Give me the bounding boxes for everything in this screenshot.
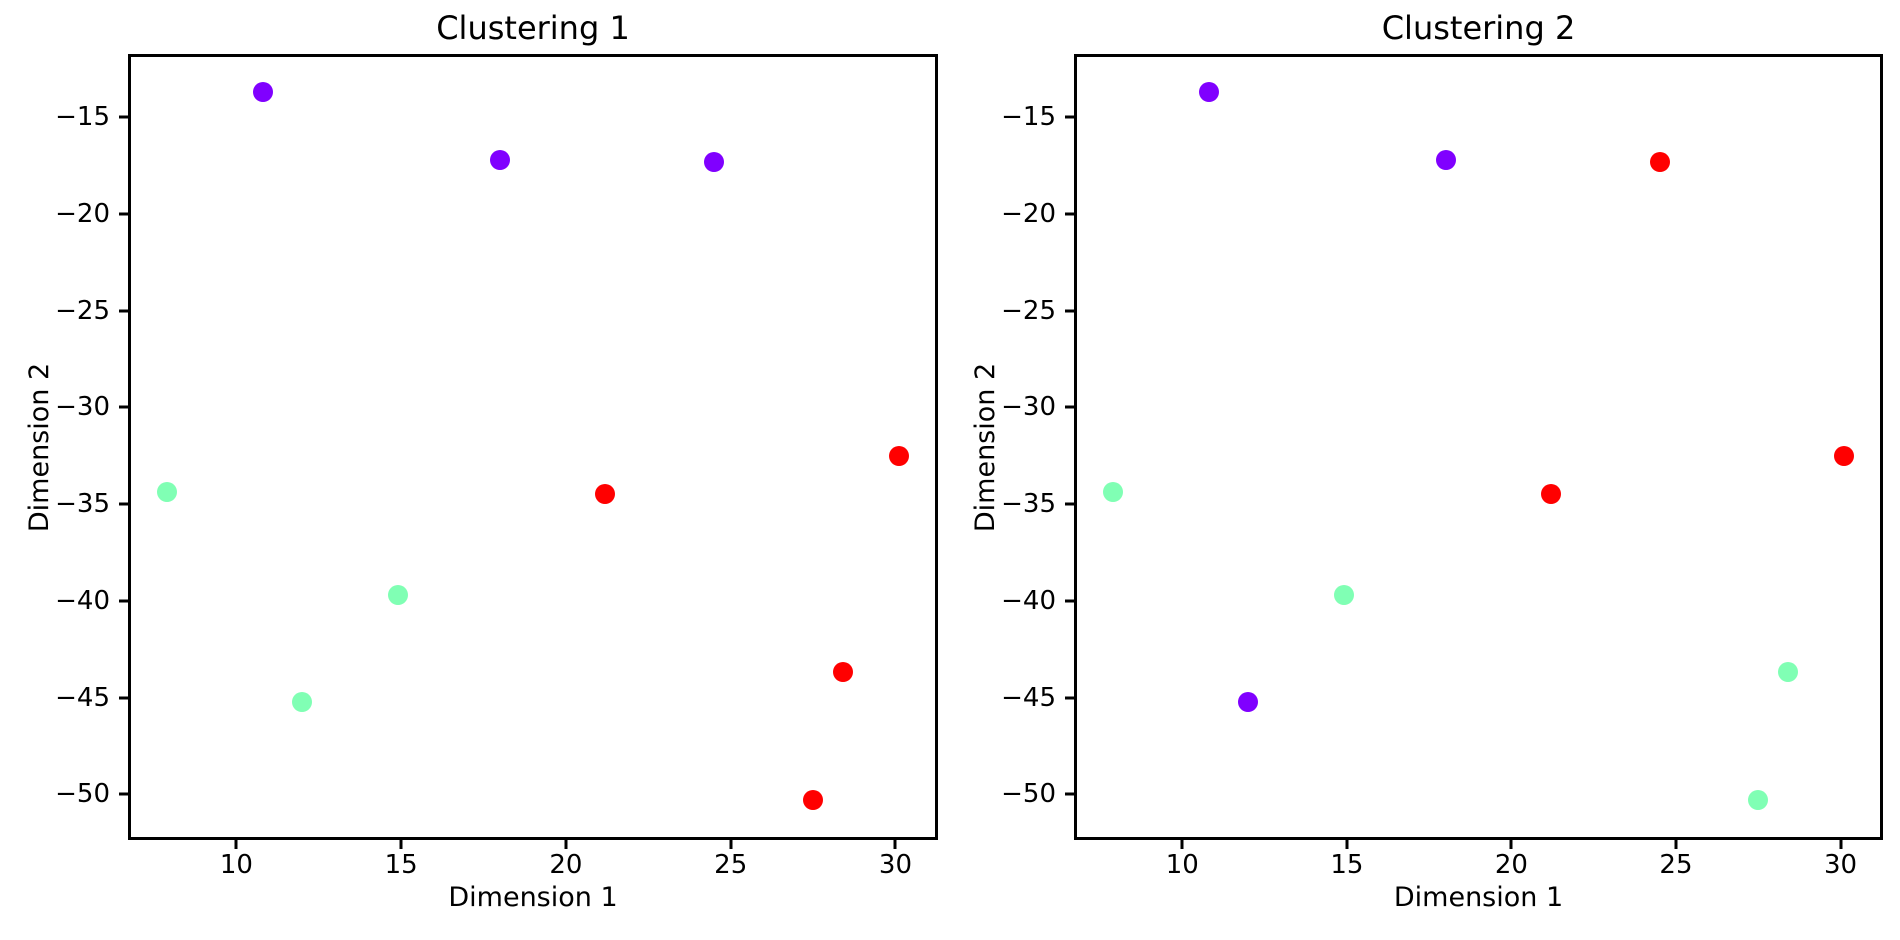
y-tick-label: −20 [55,198,110,229]
y-tick-mark [119,309,128,313]
y-tick-label: −50 [1001,779,1056,810]
y-tick-label: −30 [55,392,110,423]
x-tick-mark [1180,840,1184,849]
y-tick-label: −45 [1001,682,1056,713]
y-tick-mark [1065,792,1074,796]
scatter-point [387,585,408,606]
x-tick-label: 25 [1659,850,1693,880]
y-tick-label: −15 [1001,102,1056,132]
x-tick-label: 20 [549,850,583,880]
y-tick-mark [119,792,128,796]
x-axis-label: Dimension 1 [1393,882,1564,913]
scatter-point [1435,149,1456,170]
x-tick-label: 10 [219,850,253,880]
y-tick-label: −45 [55,682,110,713]
x-tick-mark [1509,840,1513,849]
x-tick-mark [893,840,897,849]
y-axis-label-container: Dimension 2 [24,57,56,837]
plot-area: 10 15 20 25 30 −15 −20 −25 −30 −35 −40 −45 −50 [1001,54,1883,878]
scatter-point [1833,445,1854,466]
y-axis-label: Dimension 2 [970,362,1002,532]
plot-title: Clustering 1 [436,9,630,47]
y-tick-mark [1065,599,1074,603]
scatter-point [595,484,616,505]
scatter-point [157,482,178,503]
y-tick-label: −40 [55,585,110,616]
y-tick-mark [119,405,128,409]
x-tick-label: 20 [1494,850,1528,880]
y-axis-label: Dimension 2 [24,362,56,532]
plot-title: Clustering 2 [1381,9,1576,47]
y-tick-label: −25 [1001,295,1056,326]
y-tick-mark [1065,115,1074,119]
x-tick-mark [1345,840,1349,849]
subplot-clustering-1: Clustering 1 10 15 20 25 30 −15 −20 −25 −30 −35 −4… [25,11,938,913]
scatter-point [1540,484,1561,505]
scatter-point [832,662,853,683]
scatter-point [1333,585,1354,606]
y-tick-mark [119,502,128,506]
x-tick-mark [729,840,733,849]
y-tick-label: −35 [1001,489,1056,520]
y-tick-mark [119,115,128,119]
scatter-point [1103,482,1124,503]
x-tick-mark [1839,840,1842,849]
y-tick-mark [1065,696,1074,700]
scatter-point [803,790,824,811]
scatter-point [1777,662,1798,683]
scatter-point [1238,691,1259,712]
x-tick-label: 15 [384,850,418,880]
scatter-point [490,149,511,170]
x-tick-mark [1674,840,1678,849]
x-tick-label: 30 [878,850,912,880]
scatter-point [1649,151,1670,172]
y-tick-label: −25 [55,295,110,326]
scatter-point [704,151,725,172]
scatter-point [1198,81,1219,102]
scatter-point [888,445,909,466]
x-tick-label: 30 [1823,850,1858,880]
y-tick-mark [1065,212,1074,216]
x-tick-label: 10 [1165,850,1199,880]
x-tick-mark [564,840,568,849]
scatter-point [292,691,313,712]
y-axis-label-container: Dimension 2 [970,57,1002,837]
y-tick-label: −35 [55,489,110,520]
y-tick-mark [1065,309,1074,313]
x-tick-mark [399,840,403,849]
x-tick-label: 15 [1330,850,1364,880]
plot-area: 10 15 20 25 30 −15 −20 −25 −30 −35 −40 −45 −50 [55,54,938,878]
y-tick-mark [119,212,128,216]
y-tick-mark [119,696,128,700]
scatter-point [1748,790,1769,811]
subplot-clustering-2: Clustering 2 10 15 20 25 30 −15 −20 −25 −30 −35 −4… [971,11,1883,913]
x-tick-mark [234,840,238,849]
scatter-point [252,81,273,102]
y-tick-label: −30 [1001,392,1056,423]
x-axis-label: Dimension 1 [448,882,618,913]
y-tick-label: −40 [1001,585,1056,616]
x-tick-label: 25 [714,850,748,880]
y-tick-mark [1065,405,1074,409]
y-tick-mark [1065,502,1074,506]
y-tick-label: −50 [55,779,110,810]
y-tick-mark [119,599,128,603]
y-tick-label: −15 [55,102,110,132]
y-tick-label: −20 [1001,198,1056,229]
